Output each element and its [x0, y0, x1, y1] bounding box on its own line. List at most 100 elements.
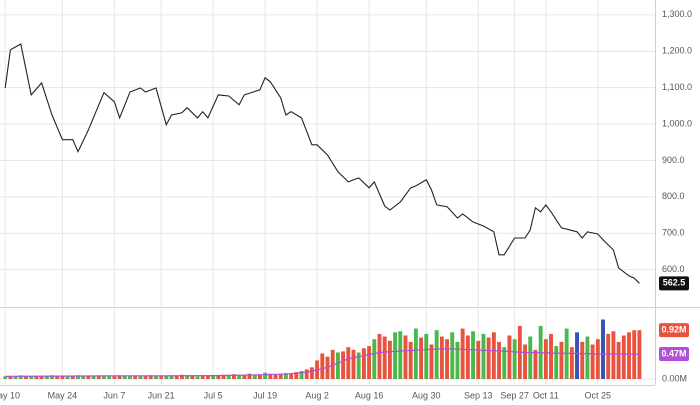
- volume-bar: [50, 375, 54, 379]
- volume-bar: [76, 375, 80, 379]
- volume-bar: [278, 374, 283, 379]
- volume-bar: [439, 336, 444, 379]
- volume-bar: [273, 374, 278, 379]
- volume-bar: [621, 335, 626, 379]
- volume-bar: [580, 341, 585, 379]
- volume-bar: [13, 376, 18, 379]
- volume-bar: [34, 375, 39, 379]
- volume-bar: [289, 373, 294, 379]
- volume-bar: [24, 375, 28, 379]
- volume-bar: [8, 375, 13, 379]
- volume-bar: [148, 375, 153, 379]
- volume-bar: [70, 375, 75, 379]
- volume-bar: [128, 376, 132, 379]
- volume-bar: [356, 352, 361, 379]
- volume-bar: [595, 339, 600, 379]
- y-tick-label: 1,100.0: [662, 82, 692, 92]
- volume-bar: [252, 375, 257, 379]
- last-ma-label: 0.47M: [661, 348, 686, 358]
- volume-bar: [543, 339, 548, 379]
- volume-bar: [205, 375, 210, 379]
- volume-bar: [102, 376, 106, 379]
- volume-bar: [424, 333, 429, 379]
- y-tick-label: 0.00M: [662, 373, 687, 383]
- volume-bar: [569, 347, 574, 379]
- volume-bar: [419, 337, 424, 379]
- volume-bar: [154, 375, 158, 379]
- volume-bar: [299, 371, 304, 379]
- volume-bar: [606, 333, 611, 379]
- volume-bar: [3, 376, 8, 379]
- x-tick-label: May 24: [48, 390, 78, 400]
- volume-bar: [460, 328, 465, 379]
- volume-bar: [429, 344, 434, 379]
- volume-bar: [242, 374, 247, 379]
- y-tick-label: 900.0: [662, 155, 685, 165]
- volume-bar: [294, 372, 299, 379]
- volume-bar: [445, 339, 450, 379]
- volume-bar: [164, 375, 169, 379]
- volume-bar: [200, 375, 205, 379]
- volume-bar: [559, 341, 564, 379]
- volume-bar: [107, 375, 112, 379]
- volume-bar: [486, 337, 491, 379]
- last-volume-label: 0.92M: [661, 325, 686, 335]
- volume-bar: [434, 330, 439, 379]
- volume-bar: [81, 376, 86, 379]
- volume-bar: [283, 373, 288, 379]
- x-tick-label: Aug 16: [355, 390, 384, 400]
- last-ma-label-box: [659, 347, 689, 362]
- x-tick-label: Jul 19: [253, 390, 277, 400]
- volume-bar: [455, 341, 460, 379]
- volume-bar: [361, 348, 366, 379]
- volume-bar: [554, 346, 559, 379]
- volume-bar: [637, 330, 642, 379]
- volume-bar: [533, 349, 538, 379]
- x-tick-label: Sep 13: [464, 390, 493, 400]
- grid-layer: [0, 0, 655, 385]
- volume-bar: [507, 335, 512, 379]
- volume-bar: [117, 375, 122, 379]
- volume-bar: [408, 341, 413, 379]
- marks-layer: [3, 43, 642, 379]
- x-tick-label: Aug 2: [305, 390, 329, 400]
- volume-bar: [627, 332, 631, 379]
- volume-bar: [122, 375, 127, 379]
- volume-bar: [247, 373, 252, 379]
- volume-bar: [590, 344, 595, 379]
- volume-bar: [351, 349, 356, 379]
- volume-bar: [304, 369, 309, 379]
- y-tick-label: 1,000.0: [662, 118, 692, 128]
- volume-bar: [39, 376, 44, 379]
- volume-bar: [169, 375, 174, 379]
- volume-bar: [55, 376, 60, 379]
- volume-bar: [211, 375, 216, 379]
- line: [5, 348, 640, 377]
- volume-bar: [403, 335, 408, 379]
- volume-bar: [387, 340, 392, 379]
- last-price-label-box: [659, 276, 689, 291]
- volume-bar: [91, 376, 96, 379]
- volume-bar: [138, 376, 143, 379]
- volume-bar: [476, 340, 481, 379]
- y-tick-label: 1,300.0: [662, 9, 692, 19]
- volume-bar: [341, 351, 346, 379]
- x-tick-label: Sep 27: [500, 390, 529, 400]
- volume-bar: [528, 336, 533, 379]
- y-tick-label: 700.0: [662, 228, 685, 238]
- volume-bar: [413, 328, 418, 379]
- x-tick-label: Jul 5: [204, 390, 223, 400]
- volume-bar: [372, 339, 377, 379]
- x-tick-label: Jun 7: [103, 390, 125, 400]
- volume-bar: [221, 374, 226, 379]
- volume-bar: [65, 376, 70, 379]
- volume-bar: [190, 375, 195, 379]
- volume-bar: [174, 375, 179, 379]
- x-tick-label: Aug 30: [412, 390, 441, 400]
- volume-bar: [216, 375, 221, 379]
- volume-bar: [44, 375, 49, 379]
- volume-bar: [112, 376, 117, 379]
- volume-bar: [575, 332, 579, 379]
- volume-bar: [465, 335, 470, 379]
